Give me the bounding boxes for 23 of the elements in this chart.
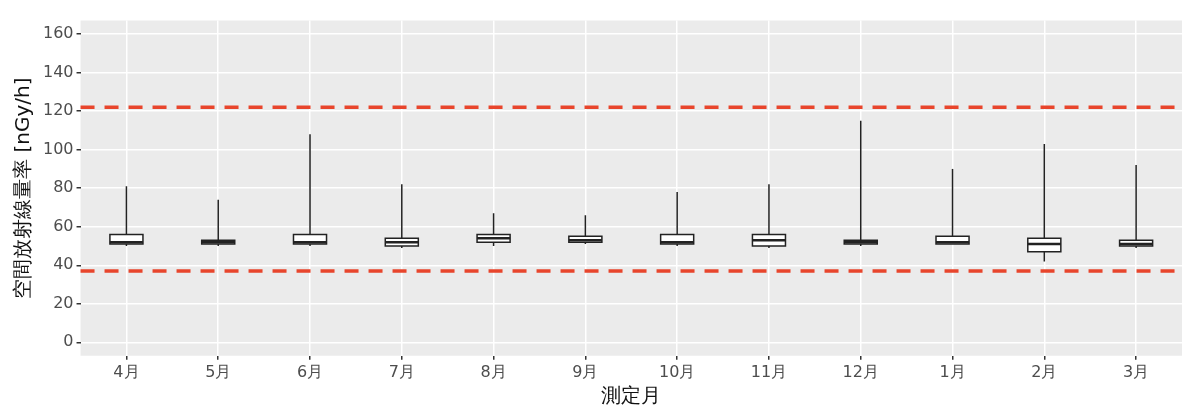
y-tick-label: 160	[42, 23, 74, 43]
y-tick-label: 140	[42, 61, 74, 81]
x-tick-label: 7月	[388, 361, 415, 381]
x-axis-title: 測定月	[601, 383, 662, 408]
x-tick-label: 1月	[939, 361, 966, 381]
x-tick-label: 6月	[296, 361, 324, 381]
y-axis-title: 空間放射線量率 [nGy/h]	[10, 77, 35, 299]
x-tick-label: 3月	[1123, 361, 1150, 381]
x-tick-label: 11月	[750, 361, 788, 381]
y-tick-label: 80	[53, 177, 74, 197]
y-tick-label: 60	[53, 215, 74, 235]
x-tick-label: 4月	[113, 361, 140, 381]
x-tick-label: 5月	[205, 361, 232, 381]
y-tick-label: 40	[53, 254, 74, 274]
x-tick-label: 10月	[658, 361, 696, 381]
x-tick-label: 12月	[842, 361, 879, 381]
y-tick-label: 120	[42, 100, 74, 120]
x-tick-label: 2月	[1031, 361, 1058, 381]
x-tick-label: 8月	[480, 361, 507, 381]
y-tick-label: 0	[63, 331, 74, 351]
x-tick-label: 9月	[572, 361, 599, 381]
y-tick-label: 100	[42, 138, 74, 158]
y-tick-label: 20	[53, 292, 74, 312]
